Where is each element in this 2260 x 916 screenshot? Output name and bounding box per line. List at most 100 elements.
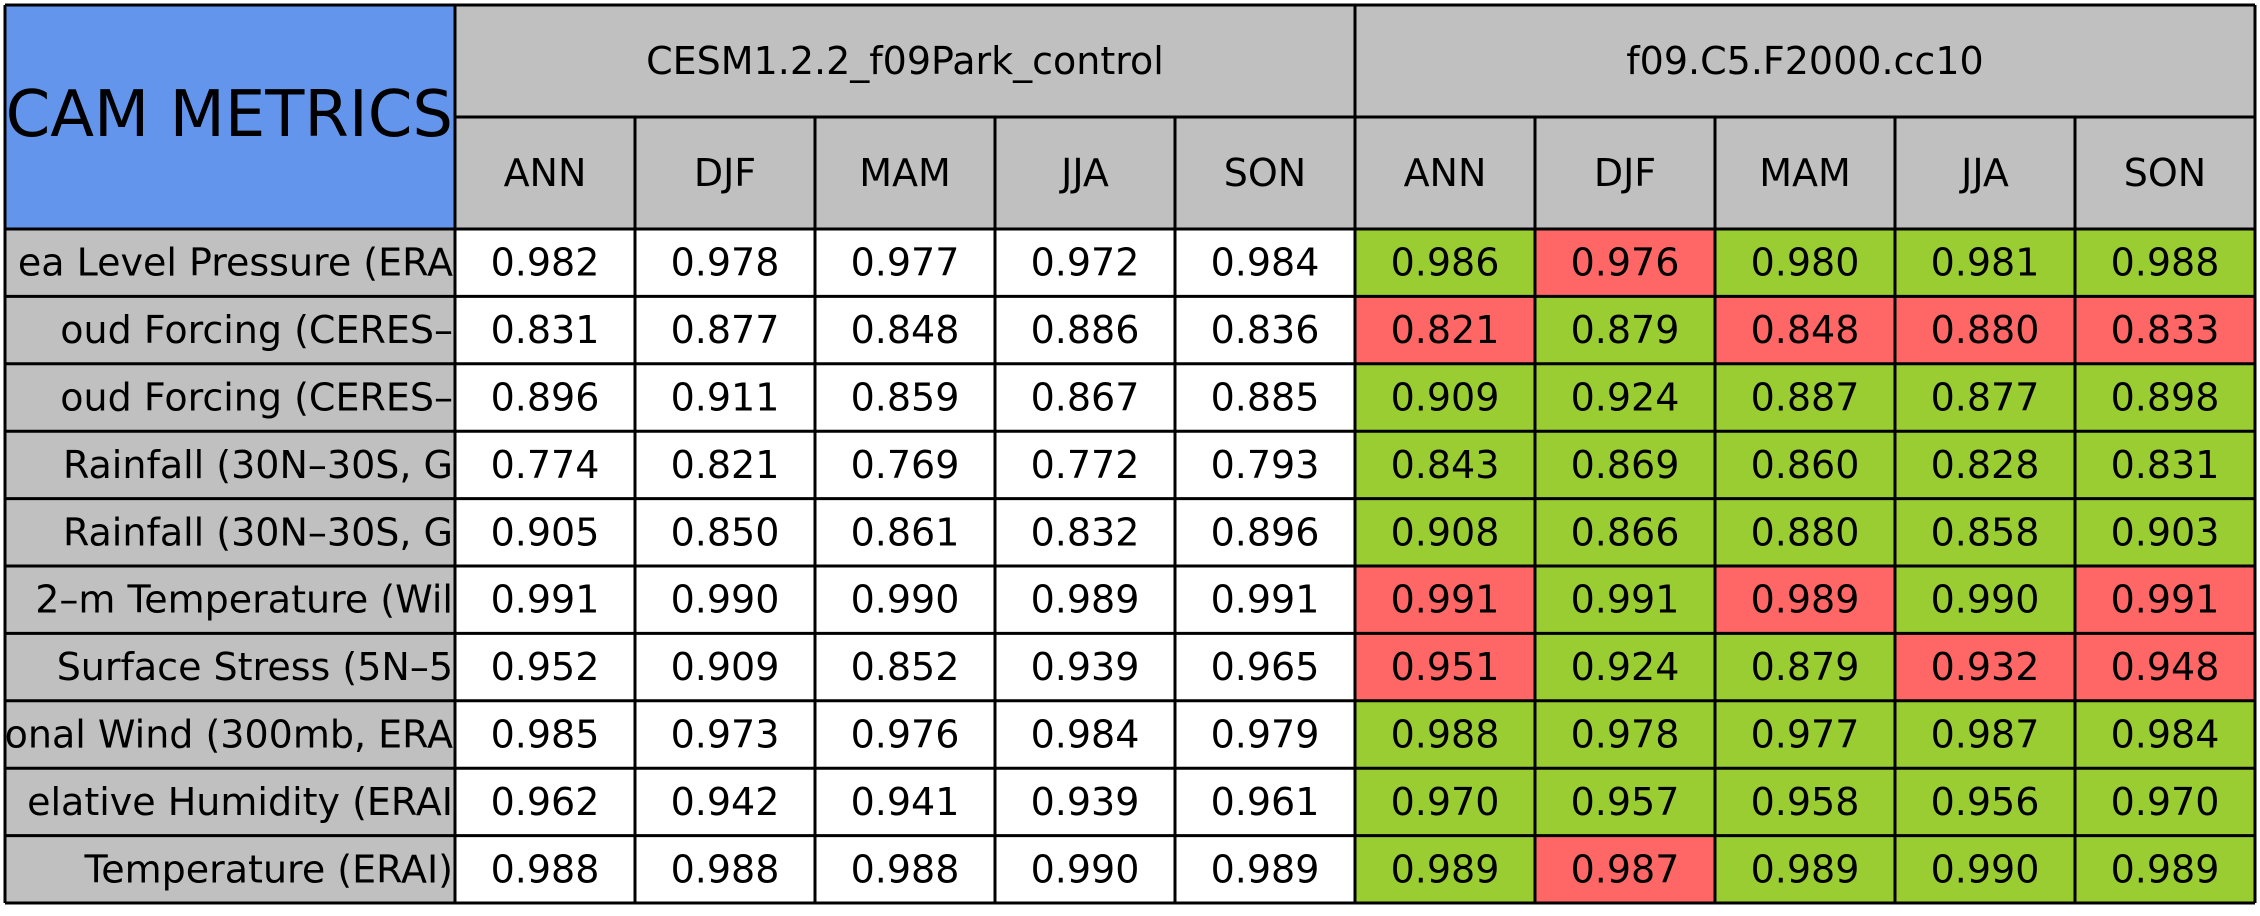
value-text: 0.831 [2111, 443, 2220, 487]
value-text: 0.858 [1931, 510, 2040, 554]
value-text: 0.828 [1931, 443, 2040, 487]
row-label: Rainfall (30N–30S, G [63, 510, 453, 554]
value-cell [1895, 566, 2075, 634]
value-cell [995, 835, 1175, 903]
value-cell [995, 768, 1175, 836]
value-text: 0.987 [1571, 847, 1680, 891]
column-header-cell [815, 117, 995, 229]
row-label-cell [5, 296, 455, 364]
value-text: 0.989 [1391, 847, 1500, 891]
value-text: 0.867 [1031, 376, 1140, 420]
value-cell [1715, 363, 1895, 432]
value-text: 0.984 [1031, 713, 1140, 757]
value-text: 0.861 [851, 510, 960, 554]
value-cell [1175, 700, 1355, 769]
value-text: 0.965 [1211, 645, 1320, 689]
value-text: 0.941 [851, 780, 960, 824]
value-text: 0.988 [491, 847, 600, 891]
value-cell [1895, 700, 2075, 769]
value-cell [1535, 700, 1715, 769]
value-cell [635, 296, 815, 364]
value-text: 0.880 [1751, 510, 1860, 554]
row-label: Rainfall (30N–30S, G [63, 443, 453, 487]
column-header: DJF [694, 151, 756, 195]
value-text: 0.869 [1571, 443, 1680, 487]
value-cell [1535, 835, 1715, 903]
value-cell [2075, 700, 2255, 769]
value-cell [1895, 431, 2075, 499]
value-text: 0.905 [491, 510, 600, 554]
row-label: onal Wind (300mb, ERA [5, 713, 453, 757]
value-cell [2075, 363, 2255, 432]
value-text: 0.850 [671, 510, 780, 554]
value-text: 0.951 [1391, 645, 1500, 689]
value-cell [2075, 835, 2255, 903]
value-cell [815, 363, 995, 432]
column-header: SON [2124, 151, 2206, 195]
value-cell [455, 700, 635, 769]
column-header: MAM [1759, 151, 1851, 195]
row-label-cell [5, 498, 455, 566]
value-text: 0.886 [1031, 308, 1140, 352]
value-cell [1535, 633, 1715, 701]
value-cell [2075, 566, 2255, 634]
value-text: 0.866 [1571, 510, 1680, 554]
value-text: 0.821 [1391, 308, 1500, 352]
row-label-cell [5, 700, 455, 769]
value-cell [1535, 768, 1715, 836]
value-cell [635, 431, 815, 499]
value-text: 0.896 [1211, 510, 1320, 554]
value-cell [1355, 296, 1535, 364]
value-text: 0.970 [2111, 780, 2220, 824]
value-cell [1895, 835, 2075, 903]
value-cell [1895, 768, 2075, 836]
row-label: ea Level Pressure (ERA [18, 241, 453, 285]
value-cell [1175, 768, 1355, 836]
value-cell [1175, 363, 1355, 432]
group-header: CESM1.2.2_f09Park_control [646, 39, 1164, 83]
value-text: 0.989 [1751, 847, 1860, 891]
value-cell [1355, 566, 1535, 634]
value-cell [2075, 296, 2255, 364]
column-header-cell [1715, 117, 1895, 229]
value-cell [995, 566, 1175, 634]
value-cell [1715, 498, 1895, 566]
value-cell [1355, 229, 1535, 297]
value-text: 0.984 [2111, 713, 2220, 757]
value-cell [455, 229, 635, 297]
value-cell [455, 431, 635, 499]
value-text: 0.932 [1931, 645, 2040, 689]
column-header: JJA [1059, 151, 1109, 195]
value-text: 0.879 [1571, 308, 1680, 352]
value-text: 0.957 [1571, 780, 1680, 824]
value-cell [1355, 498, 1535, 566]
value-text: 0.843 [1391, 443, 1500, 487]
row-label: oud Forcing (CERES– [60, 376, 453, 420]
value-cell [1175, 229, 1355, 297]
value-cell [1895, 633, 2075, 701]
value-text: 0.972 [1031, 241, 1140, 285]
row-label-cell [5, 229, 455, 297]
value-text: 0.939 [1031, 645, 1140, 689]
value-cell [635, 835, 815, 903]
value-cell [635, 768, 815, 836]
value-cell [1535, 363, 1715, 432]
value-text: 0.989 [1031, 578, 1140, 622]
value-cell [1715, 768, 1895, 836]
value-cell [1535, 296, 1715, 364]
value-text: 0.903 [2111, 510, 2220, 554]
value-text: 0.991 [1391, 578, 1500, 622]
value-cell [635, 566, 815, 634]
value-cell [1175, 296, 1355, 364]
value-text: 0.978 [1571, 713, 1680, 757]
value-text: 0.939 [1031, 780, 1140, 824]
value-text: 0.990 [1931, 578, 2040, 622]
value-cell [1715, 633, 1895, 701]
value-cell [1535, 229, 1715, 297]
value-cell [2075, 229, 2255, 297]
value-cell [2075, 498, 2255, 566]
value-text: 0.990 [1031, 847, 1140, 891]
value-text: 0.976 [851, 713, 960, 757]
value-text: 0.887 [1751, 376, 1860, 420]
